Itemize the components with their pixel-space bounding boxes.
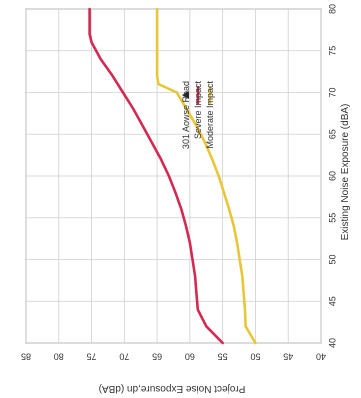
legend-label: Moderate Impact	[205, 81, 215, 149]
y-tick-label: 75	[87, 352, 97, 362]
x-tick-label: 65	[327, 129, 337, 139]
y-tick-label: 85	[21, 352, 31, 362]
series-line-severe-impact	[88, 7, 224, 345]
x-tick-label: 40	[327, 338, 337, 348]
y-tick-label: 55	[218, 352, 228, 362]
legend-label: 301 Aowse Road	[181, 81, 191, 149]
x-tick-label: 75	[327, 46, 337, 56]
x-tick-label: 80	[327, 4, 337, 14]
y-tick-label: 60	[185, 352, 195, 362]
y-tick-label: 80	[54, 352, 64, 362]
x-tick-label: 70	[327, 87, 337, 97]
y-axis-title: Project Noise Exposure,dn (dBA)	[99, 383, 246, 394]
x-tick-label: 55	[327, 213, 337, 223]
y-tick-label: 70	[119, 352, 129, 362]
x-axis-title: Existing Noise Exposure (dBA)	[340, 104, 351, 241]
legend-triangle-marker	[182, 91, 189, 99]
chart-ticks: 40 45 50 55 60 65 70 75 80 40 45 50 55 60 65 70 75 80 85	[21, 4, 337, 362]
x-tick-label: 60	[327, 171, 337, 181]
x-tick-label: 50	[327, 254, 337, 264]
chart-series-group	[88, 7, 257, 345]
y-tick-label: 50	[250, 352, 260, 362]
legend-label: Severe Impact	[193, 81, 203, 140]
y-tick-label: 45	[283, 352, 293, 362]
series-line-moderate-impact	[155, 7, 257, 345]
x-tick-label: 45	[327, 296, 337, 306]
y-tick-label: 65	[152, 352, 162, 362]
y-tick-label: 40	[316, 352, 326, 362]
chart-grid	[25, 8, 322, 344]
